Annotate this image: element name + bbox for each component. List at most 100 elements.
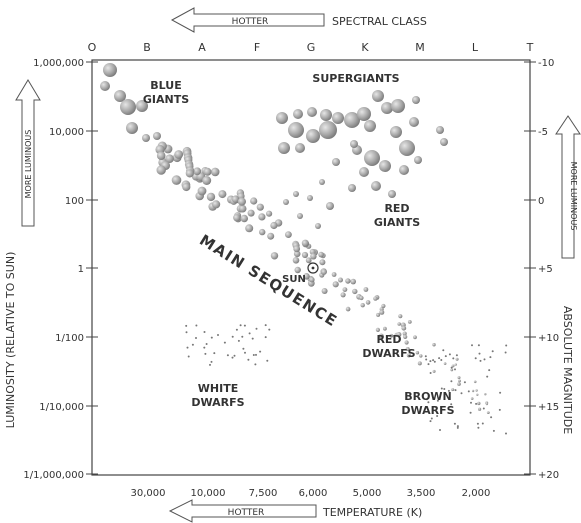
white-dwarf-star [268,328,271,331]
main-sequence-star [321,288,328,294]
main-sequence-star [405,347,410,351]
main-sequence-star [352,288,358,295]
main-sequence-star [345,278,351,284]
spectral-class-k: K [361,41,369,54]
main-sequence-star [165,154,174,163]
red-giant-star [350,140,358,148]
white-dwarf-star [252,354,255,356]
red-giant-star [414,156,422,164]
white-dwarf-star [217,334,219,336]
brown-dwarf-star [456,425,459,428]
supergiant-star [364,120,376,132]
mag-tick-p20: +20 [538,470,559,481]
main-sequence-star [294,266,301,274]
red-giants-label-line2: GIANTS [374,216,420,229]
main-sequence-star [267,232,275,240]
red-giant-star [359,167,369,177]
main-sequence-star [397,322,402,326]
white-dwarf-star [251,337,254,340]
blue-giant-star [126,122,138,134]
brown-dwarf-star [455,354,458,357]
blue-giant-star [100,81,110,91]
brown-dwarf-star [450,380,453,383]
brown-dwarf-star [460,392,463,395]
main-sequence-star [305,257,312,264]
main-sequence-star [413,335,417,340]
white-dwarfs-label-line1: WHITE [198,382,238,395]
lum-tick-1-10000: 1/10,000 [39,402,84,413]
white-dwarf-star [186,346,189,349]
red-giant-star [332,158,340,166]
brown-dwarf-star [498,408,501,411]
bottom-hotter-arrow: HOTTER [168,499,317,523]
main-sequence-star [156,151,166,160]
main-sequence-star [237,197,246,206]
main-sequence-star [451,388,455,392]
brown-dwarf-star [427,397,430,400]
brown-dwarf-star [436,399,439,402]
blue-giants-label-line1: BLUE [150,79,181,92]
brown-dwarf-star [489,356,492,359]
white-dwarf-star [264,336,267,339]
brown-dwarf-star [483,358,486,361]
main-sequence-star [258,213,266,221]
main-sequence-star [404,340,409,345]
brown-dwarf-star [463,381,466,384]
main-sequence-star [471,389,475,393]
white-dwarf-star [259,350,262,353]
main-sequence-star [319,259,326,266]
red-giants-label-line1: RED [384,202,409,215]
brown-dwarf-star [481,422,484,425]
main-sequence-star [477,401,481,406]
supergiant-star [440,138,448,146]
supergiant-star [288,122,304,138]
brown-dwarf-star [476,422,479,425]
supergiant-star [412,96,420,104]
main-sequence-star [376,312,381,317]
brown-dwarf-star [448,353,451,356]
brown-dwarf-star [454,389,457,392]
white-dwarf-star [264,324,267,327]
white-dwarf-star [266,359,269,362]
temp-tick-2000: 2,000 [462,488,491,499]
white-dwarf-star [254,363,257,366]
brown-dwarf-star [427,401,430,404]
brown-dwarf-star [429,372,432,374]
white-dwarf-star [244,351,246,354]
main-sequence-star [398,314,403,319]
brown-dwarf-star [429,420,432,423]
white-dwarf-star [205,343,208,345]
white-dwarf-star [223,341,226,344]
temp-tick-7500: 7,500 [249,488,278,499]
red-giant-star [399,165,409,175]
blue-giant-star [120,99,136,115]
brown-dwarf-star [482,407,485,410]
main-sequence-star [240,214,248,223]
top-hotter-arrow: HOTTER [170,7,325,33]
red-giant-star [319,179,325,185]
main-sequence-star [197,186,207,196]
left-tick-marks [86,61,98,475]
brown-dwarf-star [486,375,489,378]
main-sequence-star [365,300,371,305]
white-dwarf-star [231,335,234,338]
red-giant-star [326,202,334,210]
brown-dwarf-star [436,415,439,417]
main-sequence-star [342,287,348,292]
white-dwarf-star [241,335,244,338]
brown-dwarf-star [505,344,508,347]
brown-dwarf-star [467,390,470,393]
temp-tick-10000: 10,000 [191,488,226,499]
supergiant-star [344,112,360,128]
spectral-class-labels: O B A F G K M L T [88,41,534,54]
mag-tick-0: 0 [538,196,544,207]
mag-tick-p15: +15 [538,402,559,413]
supergiant-star [278,142,290,154]
main-sequence-star [182,182,191,192]
white-dwarf-star [195,324,198,327]
spectral-class-b: B [143,41,151,54]
spectral-class-o: O [88,41,97,54]
main-sequence-star [457,382,461,386]
main-sequence-star [402,331,407,336]
